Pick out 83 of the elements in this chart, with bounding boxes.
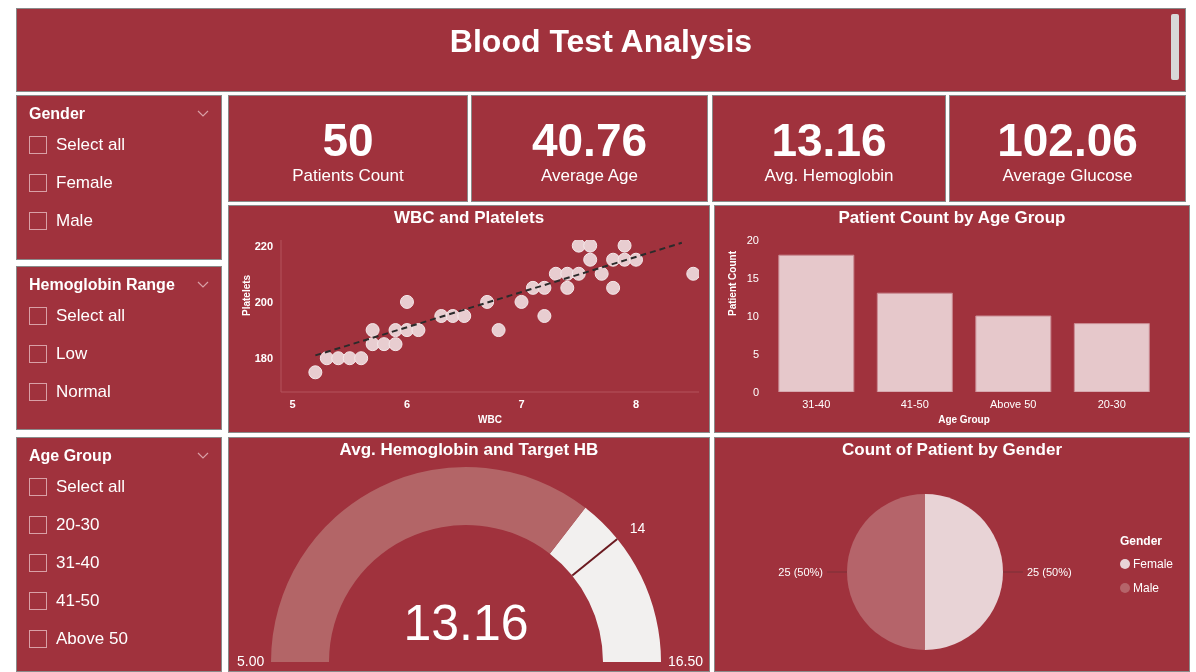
text: Normal — [56, 382, 111, 402]
y-tick-label: 10 — [746, 310, 759, 322]
pie-slice — [847, 494, 925, 650]
point — [308, 365, 323, 380]
x-tick-label: 5 — [289, 397, 296, 410]
text: 31-40 — [56, 553, 100, 573]
point — [583, 252, 598, 267]
point — [583, 240, 598, 253]
text: Above 50 — [56, 629, 128, 649]
y-axis-title: Platelets — [240, 274, 252, 316]
point — [571, 240, 586, 253]
text: Gender — [29, 105, 86, 123]
point — [537, 309, 552, 323]
point — [560, 280, 575, 295]
bar — [1073, 323, 1150, 392]
text: 40.76 — [530, 114, 649, 166]
data-label: 13.16 — [403, 595, 529, 651]
text: Average Age — [539, 166, 639, 186]
x-tick-label: 31-40 — [802, 397, 831, 410]
point — [342, 351, 357, 366]
y-tick-label: 20 — [746, 234, 759, 246]
point — [514, 294, 529, 309]
y-tick-label: 200 — [254, 295, 273, 308]
text: 20-30 — [56, 515, 100, 535]
point — [331, 351, 346, 366]
text: Select all — [56, 477, 125, 497]
x-tick-label: 20-30 — [1097, 397, 1126, 410]
point — [594, 266, 609, 281]
legend-label: Female — [1132, 556, 1173, 573]
y-tick-label: 5 — [752, 348, 759, 360]
x-tick-label: 6 — [403, 397, 411, 410]
x-tick-label: Above 50 — [990, 397, 1037, 410]
point — [411, 323, 426, 338]
text: Age Group — [29, 447, 112, 465]
pie-slice — [925, 494, 1003, 650]
chart-title: Patient Count by Age Group — [837, 207, 1067, 229]
chart-title: WBC and Platelets — [392, 207, 546, 229]
y-tick-label: 220 — [254, 239, 273, 252]
text: Select all — [56, 306, 125, 326]
point — [686, 266, 699, 281]
text: 41-50 — [56, 591, 100, 611]
point — [399, 294, 414, 309]
point — [617, 240, 632, 253]
legend-title: Gender — [1119, 534, 1163, 548]
bar — [876, 292, 953, 392]
text: Avg. Hemoglobin and Target HB — [338, 439, 600, 461]
x-tick-label: 8 — [632, 397, 640, 410]
point — [354, 351, 369, 366]
x-tick-label: 41-50 — [900, 397, 929, 410]
text: 16.50 — [667, 653, 704, 669]
y-tick-label: 0 — [752, 386, 759, 398]
x-axis-title: WBC — [478, 414, 502, 425]
point — [365, 323, 380, 338]
y-tick-label: 180 — [254, 352, 273, 365]
y-tick-label: 15 — [746, 272, 759, 284]
text: 50 — [321, 114, 375, 166]
legend-label: Male — [1132, 580, 1160, 597]
text: Hemoglobin Range — [29, 276, 175, 294]
point — [457, 309, 472, 323]
point — [388, 337, 403, 352]
point — [606, 280, 621, 295]
text: Low — [56, 344, 88, 364]
text: 14 — [629, 519, 646, 536]
point — [491, 323, 506, 338]
text: Avg. Hemoglobin — [763, 166, 895, 186]
text: Female — [56, 173, 113, 193]
text: Average Glucose — [1001, 166, 1134, 186]
text: Male — [56, 211, 93, 231]
bar — [778, 254, 855, 392]
y-axis-title: Patient Count — [726, 250, 738, 316]
x-axis-title: Age Group — [938, 414, 990, 425]
chart-title: Count of Patient by Gender — [840, 439, 1064, 461]
data-label: 25 (50%) — [778, 566, 823, 578]
data-label: 25 (50%) — [1027, 566, 1072, 578]
x-tick-label: 7 — [518, 397, 525, 410]
text: 102.06 — [996, 114, 1139, 166]
bar — [975, 315, 1052, 392]
text: Blood Test Analysis — [448, 22, 754, 60]
text: 13.16 — [770, 114, 888, 166]
text: Patients Count — [291, 166, 405, 186]
text: 5.00 — [237, 653, 265, 669]
point — [629, 252, 644, 267]
text: Select all — [56, 135, 125, 155]
